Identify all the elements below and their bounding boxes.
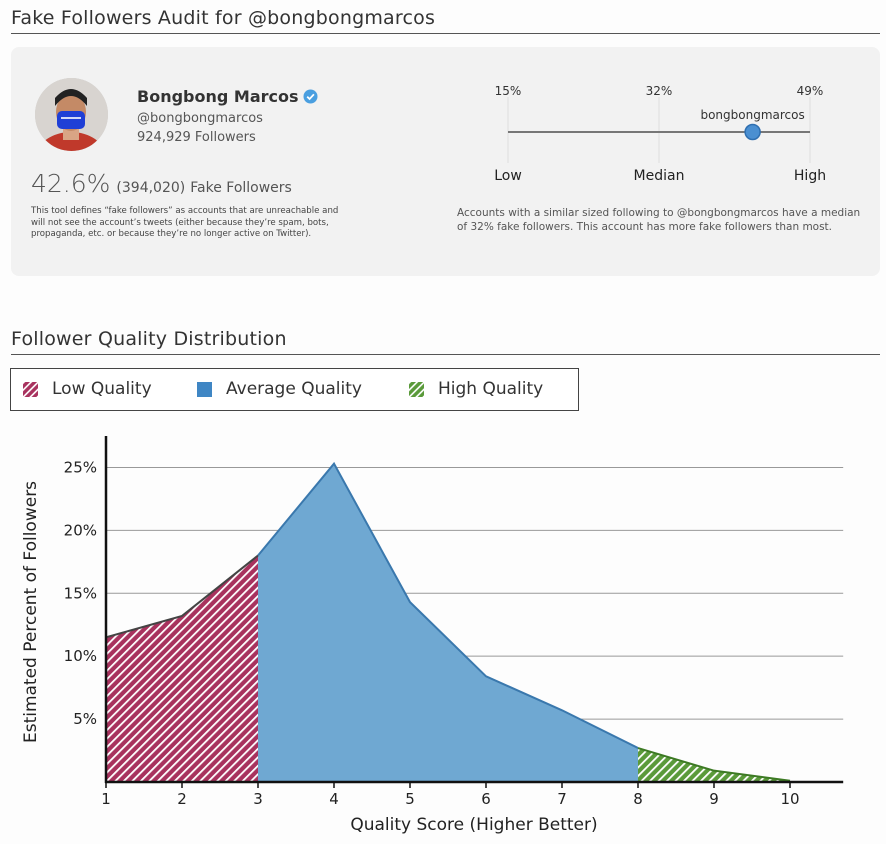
scale-median-value: 32% [646, 84, 673, 98]
profile-name-row: Bongbong Marcos [137, 87, 318, 106]
legend-swatch-low [23, 381, 38, 397]
follower-count: 924,929 Followers [137, 130, 256, 145]
scale-low-label: Low [494, 168, 522, 184]
legend-label-low: Low Quality [52, 379, 152, 399]
legend-label-high: High Quality [438, 379, 544, 399]
x-tick-label: 2 [177, 790, 187, 808]
profile-handle: @bongbongmarcos [137, 111, 263, 126]
series-line-high [637, 747, 791, 782]
verified-badge-icon [303, 89, 318, 104]
x-tick-label: 10 [780, 790, 799, 808]
fake-count: (394,020) [116, 180, 186, 196]
legend-swatch-average [197, 381, 212, 397]
comparison-scale: 15% 32% 49% bongbongmarcos Low Median Hi… [494, 84, 826, 184]
section-title: Follower Quality Distribution [11, 328, 880, 355]
comparison-summary: Accounts with a similar sized following … [457, 207, 861, 233]
y-tick-label: 10% [64, 647, 97, 665]
area-region-low [106, 555, 258, 782]
fake-percent: 42.6% [31, 169, 111, 198]
chart-legend: Low Quality Average Quality High Quality [10, 368, 579, 411]
quality-distribution-chart: 5% 10% 15% 20% 25% 1 2 3 4 5 6 7 8 9 10 Quality Score … [21, 436, 844, 835]
fake-label: Fake Followers [190, 180, 292, 196]
profile-name: Bongbong Marcos [137, 87, 299, 106]
audit-summary-card: Bongbong Marcos @bongbongmarcos 924,929 … [11, 47, 880, 276]
avatar[interactable] [35, 78, 108, 151]
x-tick-label: 1 [101, 790, 111, 808]
x-tick-label: 5 [405, 790, 415, 808]
scale-median-label: Median [634, 168, 685, 184]
x-tick-label: 3 [253, 790, 263, 808]
x-tick-label: 9 [709, 790, 719, 808]
legend-label-average: Average Quality [226, 379, 362, 399]
x-tick-label: 4 [329, 790, 339, 808]
fake-follower-stat: 42.6% (394,020) Fake Followers [31, 169, 292, 198]
fake-follower-definition: This tool defines “fake followers” as ac… [31, 206, 339, 239]
area-region-average [258, 463, 638, 782]
x-axis-label: Quality Score (Higher Better) [350, 815, 597, 835]
x-tick-label: 8 [633, 790, 643, 808]
y-tick-label: 15% [64, 584, 97, 602]
scale-marker-label: bongbongmarcos [700, 108, 804, 122]
y-tick-label: 25% [64, 458, 97, 476]
y-tick-label: 5% [73, 710, 97, 728]
scale-high-label: High [794, 168, 826, 184]
series-line-average [257, 461, 639, 749]
legend-item-low: Low Quality [23, 379, 152, 399]
page-title: Fake Followers Audit for @bongbongmarcos [11, 7, 880, 34]
legend-item-high: High Quality [409, 379, 543, 399]
x-tick-label: 7 [557, 790, 567, 808]
legend-item-average: Average Quality [197, 379, 362, 399]
x-tick-label: 6 [481, 790, 491, 808]
legend-swatch-high [409, 381, 424, 397]
y-axis-label: Estimated Percent of Followers [21, 481, 41, 743]
scale-high-value: 49% [797, 84, 824, 98]
scale-marker [744, 123, 761, 141]
series-line-low [105, 554, 259, 639]
y-tick-label: 20% [64, 521, 97, 539]
area-region-high [638, 748, 790, 782]
scale-low-value: 15% [495, 84, 522, 98]
